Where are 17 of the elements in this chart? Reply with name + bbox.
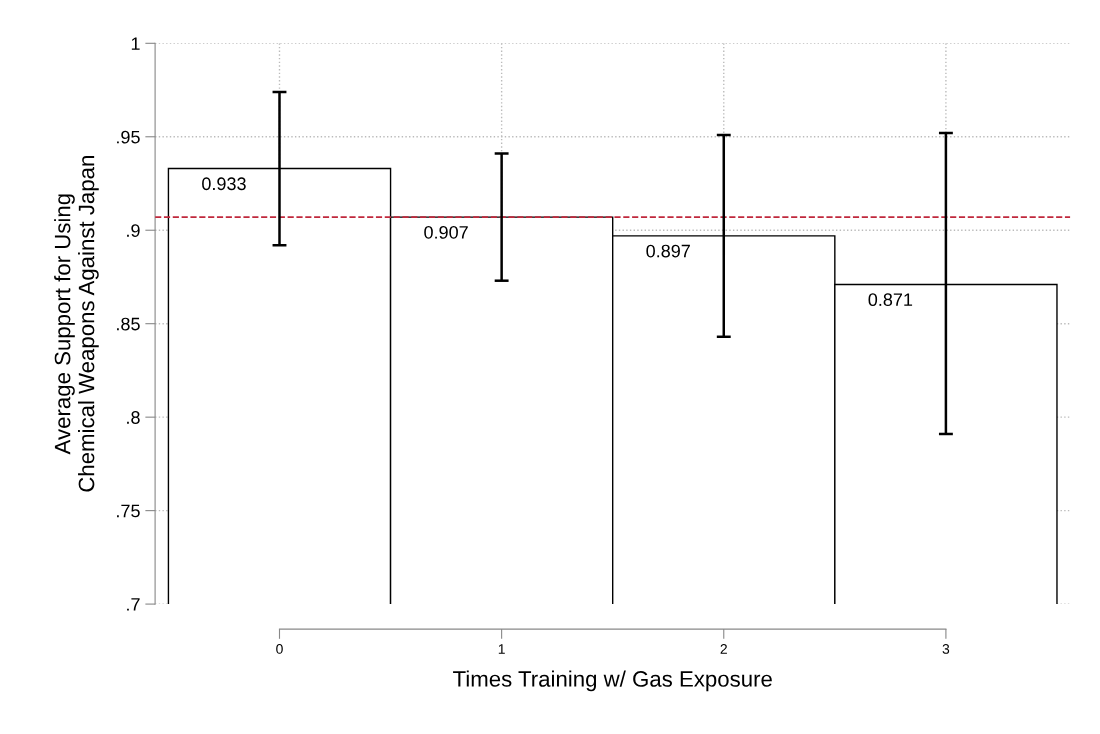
y-tick-label: 1 xyxy=(131,37,140,50)
x-tick-label: 1 xyxy=(498,644,505,654)
data-label: 0.871 xyxy=(868,293,913,307)
data-label: 0.897 xyxy=(646,244,690,258)
y-tick-label: .75 xyxy=(117,504,140,518)
data-label: 0.933 xyxy=(202,177,246,191)
x-tick-label: 0 xyxy=(276,644,283,654)
data-label: 0.907 xyxy=(424,225,468,239)
x-tick-label: 2 xyxy=(720,644,727,654)
y-tick-label: .8 xyxy=(127,411,140,424)
y-tick-label: .95 xyxy=(117,130,140,144)
y-tick-label: .7 xyxy=(127,598,140,611)
y-tick-label: .9 xyxy=(127,224,140,237)
y-axis-title: Average Support for Using Chemical Weapons Against Japan xyxy=(54,156,99,492)
x-tick-label: 3 xyxy=(942,644,950,654)
x-axis-title: Times Training w/ Gas Exposure xyxy=(453,670,772,692)
y-tick-label: .85 xyxy=(117,317,140,331)
